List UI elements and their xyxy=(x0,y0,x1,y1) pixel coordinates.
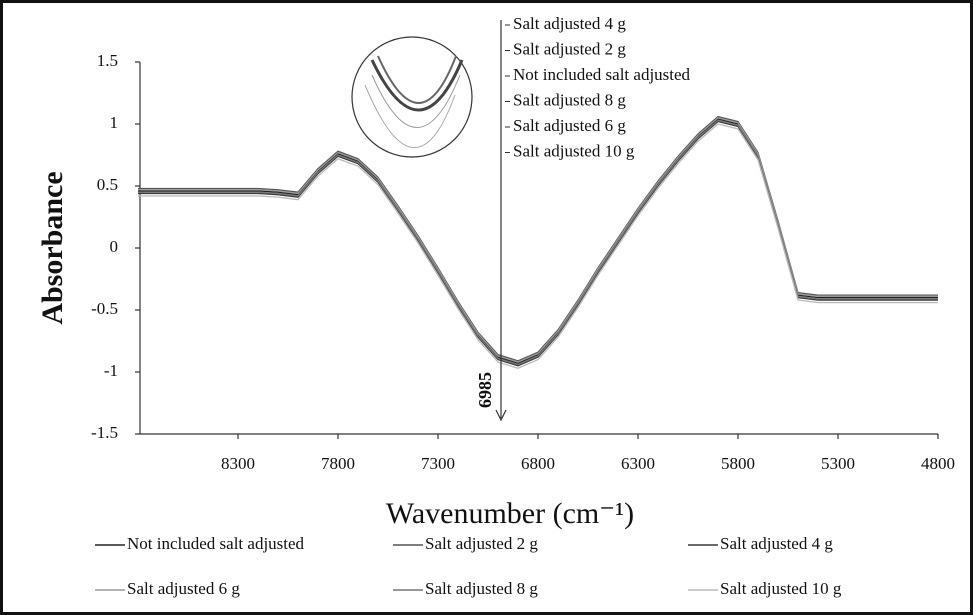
inset-label: Salt adjusted 2 g xyxy=(513,39,626,58)
legend-label: Salt adjusted 10 g xyxy=(720,579,842,598)
x-tick-label: 7300 xyxy=(421,454,455,473)
y-tick-label: 0.5 xyxy=(97,175,118,194)
x-tick-label: 5300 xyxy=(821,454,855,473)
inset-label: Not included salt adjusted xyxy=(513,65,691,84)
y-axis-label: Absorbance xyxy=(36,171,69,324)
y-tick-label: -0.5 xyxy=(91,299,118,318)
legend-label: Salt adjusted 8 g xyxy=(425,579,538,598)
x-tick-label: 6800 xyxy=(521,454,555,473)
legend-label: Salt adjusted 4 g xyxy=(720,534,833,553)
x-tick-label: 7800 xyxy=(321,454,355,473)
chart: Absorbance Wavenumber (cm⁻¹) -1.5 -1 -0.5 0… xyxy=(0,0,973,615)
x-tick-label: 8300 xyxy=(221,454,255,473)
legend-label: Salt adjusted 6 g xyxy=(127,579,240,598)
y-tick-label: 1.5 xyxy=(97,51,118,70)
inset-label: Salt adjusted 6 g xyxy=(513,116,626,135)
annotation-label: 6985 xyxy=(475,372,495,408)
inset-label: Salt adjusted 4 g xyxy=(513,14,626,33)
legend-label: Not included salt adjusted xyxy=(127,534,305,553)
y-tick-label: 1 xyxy=(110,113,119,132)
inset-label: Salt adjusted 8 g xyxy=(513,90,626,109)
y-tick-label: 0 xyxy=(110,237,119,256)
x-tick-label: 4800 xyxy=(921,454,955,473)
y-tick-label: -1.5 xyxy=(91,423,118,442)
inset-label: Salt adjusted 10 g xyxy=(513,141,635,160)
legend-label: Salt adjusted 2 g xyxy=(425,534,538,553)
y-tick-label: -1 xyxy=(104,361,118,380)
x-tick-label: 5800 xyxy=(721,454,755,473)
x-axis-label: Wavenumber (cm⁻¹) xyxy=(386,497,634,530)
x-tick-label: 6300 xyxy=(621,454,655,473)
